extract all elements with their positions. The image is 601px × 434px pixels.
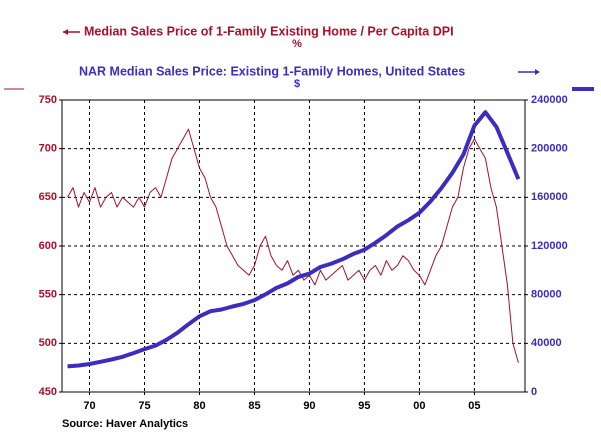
y-tick-label: 500 [39, 337, 57, 349]
unit-label: $ [294, 78, 300, 90]
source: Source: Haver Analytics [62, 418, 188, 430]
y-tick-label: 600 [39, 240, 57, 252]
series-line [67, 110, 521, 369]
chart-title: Median Sales Price of 1-Family Existing … [84, 24, 454, 38]
x-tick-label: 00 [413, 400, 425, 412]
chart-title-2: NAR Median Sales Price: Existing 1-Famil… [79, 64, 465, 78]
y-tick-label: 750 [39, 94, 57, 106]
y2-tick-label: 0 [531, 386, 537, 398]
plot-frame [61, 99, 526, 393]
x-tick-label: 70 [83, 400, 95, 412]
arrow-head [63, 29, 68, 35]
y2-tick-label: 40000 [531, 337, 562, 349]
x-tick-label: 95 [358, 400, 370, 412]
y-tick-label: 450 [39, 386, 57, 398]
y2-tick-label: 160000 [531, 191, 568, 203]
arrow-head [535, 69, 540, 75]
x-tick-label: 05 [468, 400, 480, 412]
y2-tick-label: 240000 [531, 94, 568, 106]
x-tick-label: 80 [193, 400, 205, 412]
y-tick-label: 650 [39, 191, 57, 203]
x-tick-label: 90 [303, 400, 315, 412]
y-tick-label: 550 [39, 289, 57, 301]
y2-tick-label: 120000 [531, 240, 568, 252]
x-tick-label: 75 [138, 400, 150, 412]
y-tick-label: 700 [39, 143, 57, 155]
x-tick-label: 85 [248, 400, 260, 412]
series-line [67, 128, 519, 363]
y2-tick-label: 200000 [531, 143, 568, 155]
unit-label: % [292, 38, 302, 50]
y2-tick-label: 80000 [531, 289, 562, 301]
